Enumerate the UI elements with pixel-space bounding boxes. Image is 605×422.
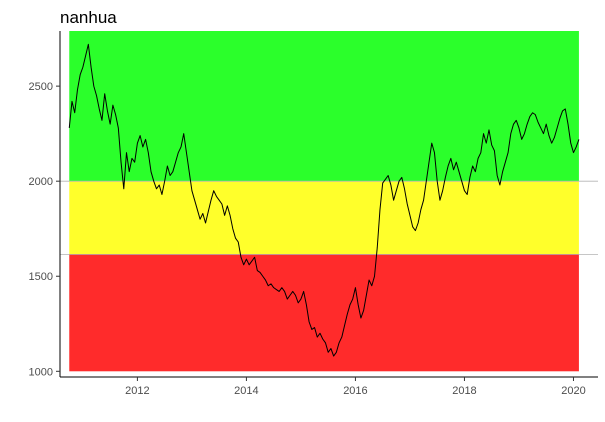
y-tick-label: 2000 <box>29 176 53 188</box>
chart-axes: 1000 1500 2000 2500 2012 2014 2016 2018 2020 <box>29 31 598 397</box>
y-tick-label: 2500 <box>29 81 53 93</box>
chart-bands <box>69 31 579 372</box>
x-tick-label: 2012 <box>125 385 149 397</box>
band-2 <box>69 254 579 372</box>
x-tick-label: 2020 <box>561 385 585 397</box>
band-1 <box>69 181 579 255</box>
chart-title: nanhua <box>60 8 117 27</box>
x-tick-label: 2018 <box>452 385 476 397</box>
x-tick-label: 2014 <box>234 385 258 397</box>
band-0 <box>69 31 579 182</box>
reference-lines <box>60 180 598 255</box>
y-tick-label: 1500 <box>29 271 53 283</box>
x-tick-label: 2016 <box>343 385 367 397</box>
y-tick-label: 1000 <box>29 366 53 378</box>
data-series <box>68 43 580 357</box>
series-line-0 <box>68 43 580 357</box>
